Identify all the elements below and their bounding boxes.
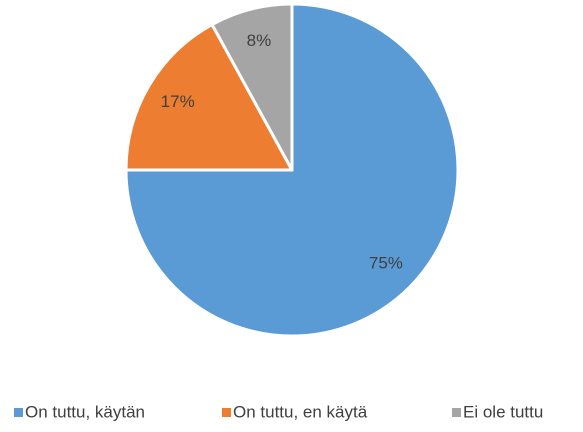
data-label: 8% (247, 31, 272, 50)
pie-slice (124, 23, 294, 172)
pie-slice (124, 2, 460, 338)
legend-swatch (222, 408, 231, 417)
legend-swatch (452, 408, 461, 417)
pie-slice (210, 2, 294, 172)
data-label: 17% (161, 92, 195, 111)
legend-swatch (14, 408, 23, 417)
legend-label: Ei ole tuttu (463, 402, 543, 421)
data-label: 75% (369, 253, 403, 272)
legend-label: On tuttu, käytän (25, 402, 145, 421)
legend-label: On tuttu, en käytä (233, 402, 368, 421)
